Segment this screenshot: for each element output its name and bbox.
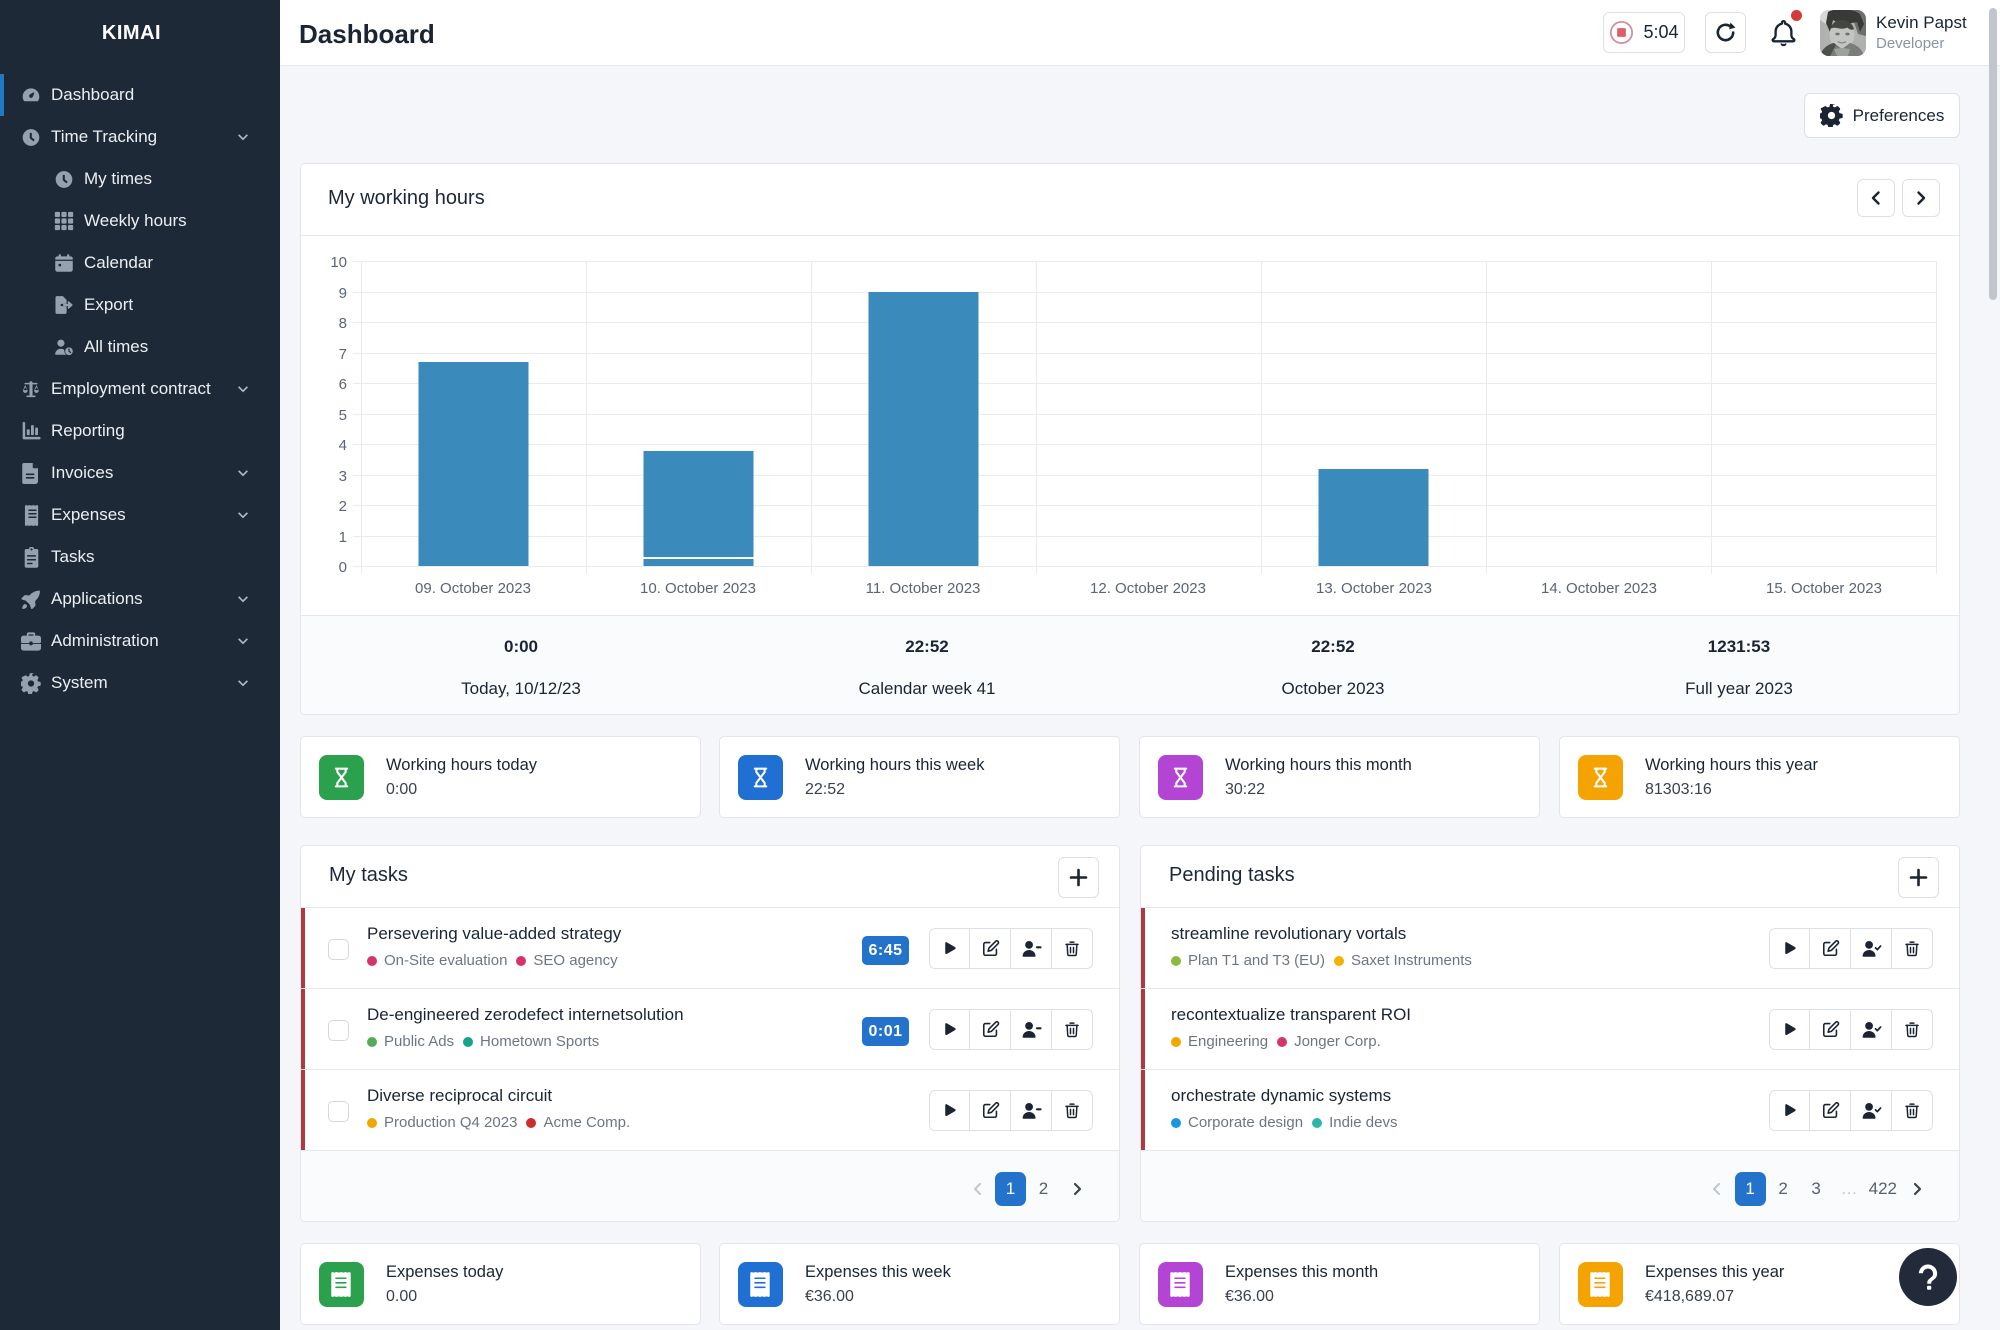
svg-text:10: 10 (330, 254, 347, 271)
svg-text:12. October 2023: 12. October 2023 (1090, 580, 1206, 597)
svg-text:2: 2 (339, 498, 347, 515)
svg-text:3: 3 (339, 468, 347, 485)
svg-text:10. October 2023: 10. October 2023 (640, 580, 756, 597)
svg-text:8: 8 (339, 315, 347, 332)
svg-text:7: 7 (339, 346, 347, 363)
svg-text:15. October 2023: 15. October 2023 (1766, 580, 1882, 597)
svg-text:6: 6 (339, 376, 347, 393)
svg-text:1: 1 (339, 529, 347, 546)
svg-text:4: 4 (339, 437, 347, 454)
svg-text:13. October 2023: 13. October 2023 (1316, 580, 1432, 597)
svg-text:14. October 2023: 14. October 2023 (1541, 580, 1657, 597)
svg-text:11. October 2023: 11. October 2023 (866, 580, 981, 597)
svg-text:9: 9 (339, 285, 347, 302)
svg-text:0: 0 (339, 559, 347, 576)
svg-text:5: 5 (339, 407, 347, 424)
svg-text:09. October 2023: 09. October 2023 (415, 580, 531, 597)
